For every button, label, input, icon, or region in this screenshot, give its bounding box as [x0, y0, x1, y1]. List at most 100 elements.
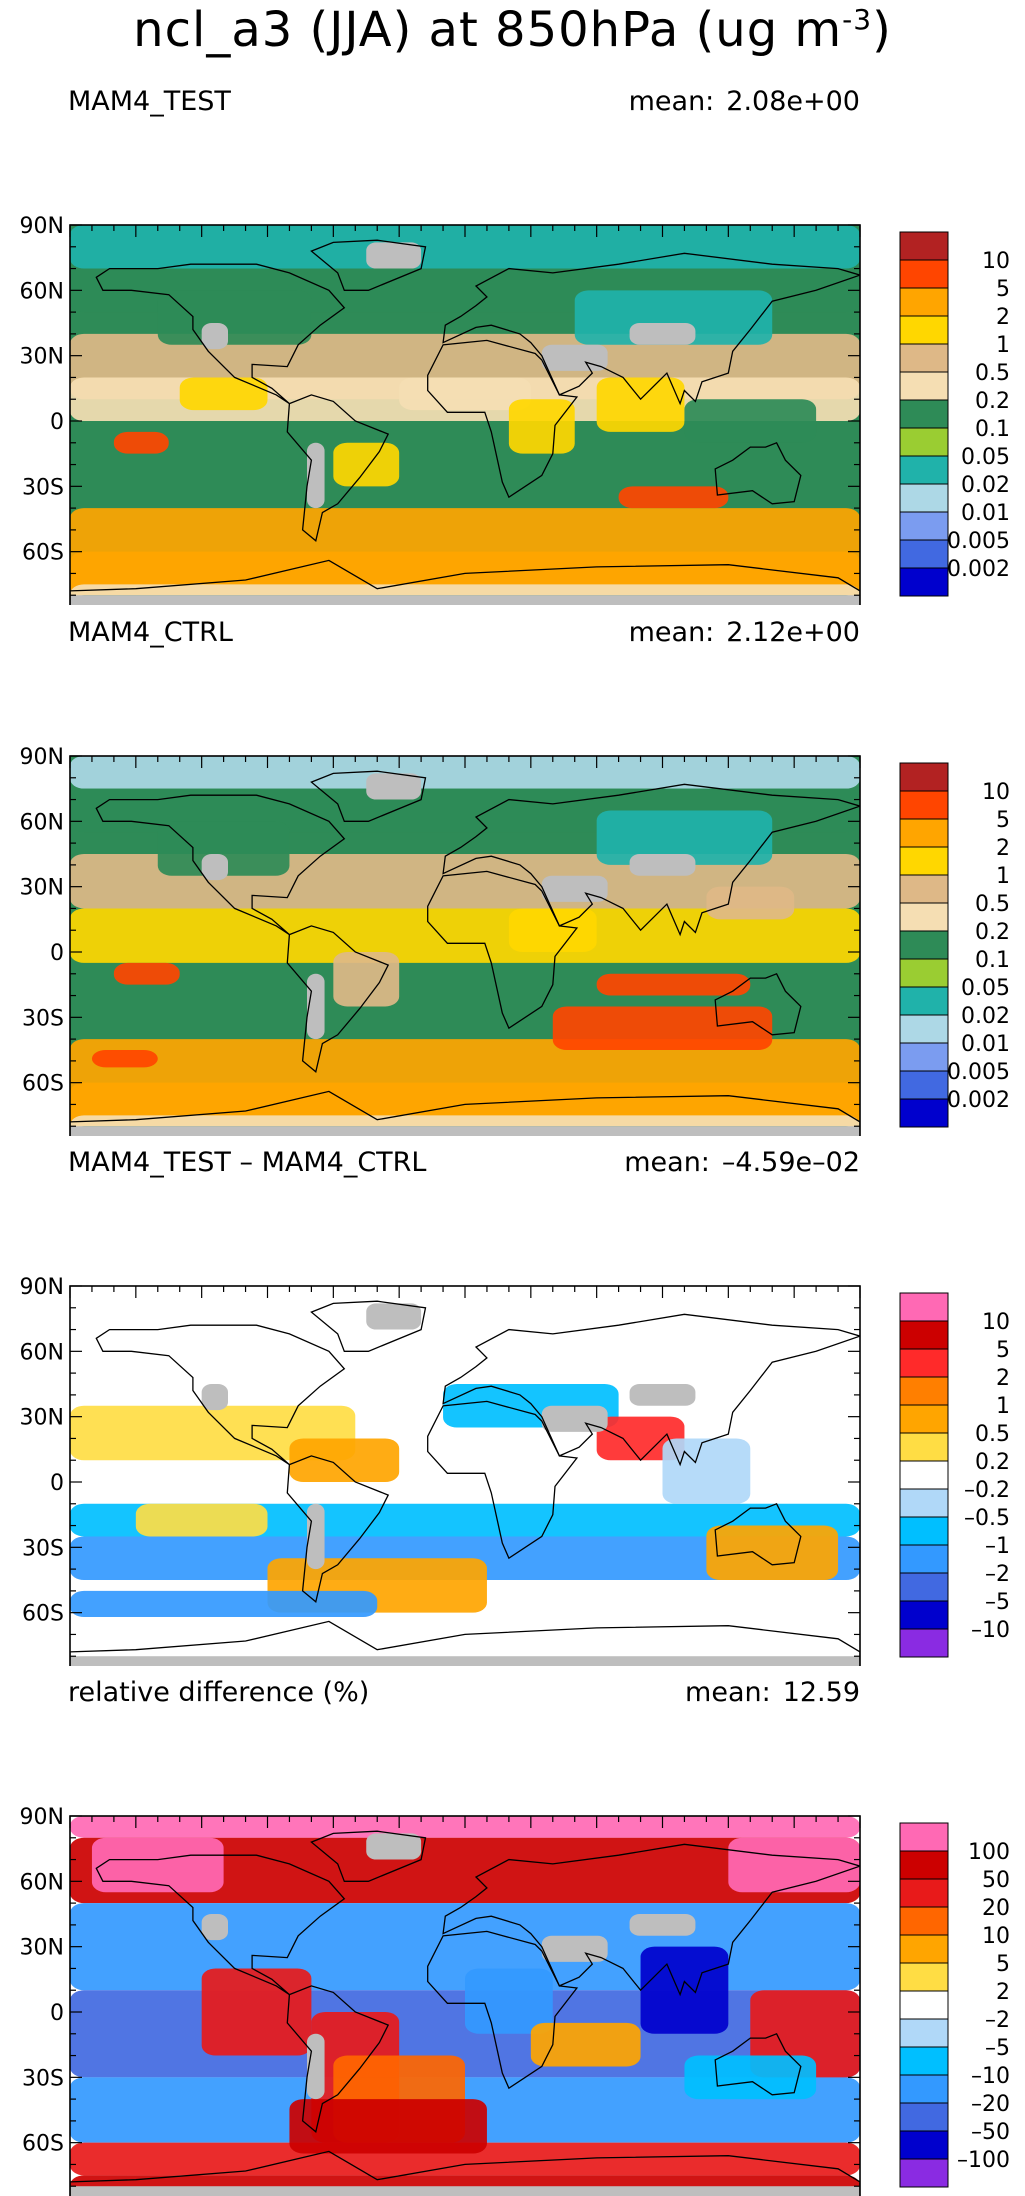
map-field	[70, 1286, 860, 1666]
contour-region	[201, 1968, 312, 2056]
colorbar-level-label: 2	[996, 305, 1010, 330]
mean-value: 2.08e+00	[726, 86, 860, 117]
colorbar-level-label: 2	[996, 1980, 1010, 2005]
colorbar-swatch	[899, 399, 949, 429]
colorbar-swatch	[899, 2130, 949, 2160]
colorbar-level-label: 0.5	[975, 361, 1010, 386]
contour-region	[706, 886, 795, 920]
colorbar-swatch	[899, 1600, 949, 1630]
colorbar-level-label: 5	[996, 1952, 1010, 1977]
colorbar-swatch	[899, 1320, 949, 1350]
colorbar-level-label: 5	[996, 1338, 1010, 1363]
colorbar-swatch	[899, 343, 949, 373]
missing-data-region	[541, 1935, 608, 1962]
missing-data-region	[629, 1914, 696, 1936]
contour-region	[508, 908, 597, 952]
panel-title: MAM4_CTRL	[68, 617, 233, 648]
colorbar-level-label: 0.5	[975, 892, 1010, 917]
colorbar-swatch	[899, 1544, 949, 1574]
colorbar-level-label: 5	[996, 277, 1010, 302]
map-panel-test: MAM4_TESTmean:2.08e+00180150W120W90W60W3…	[0, 85, 1025, 605]
coastline-australia	[714, 441, 802, 505]
panel-mean: mean: 12.59	[685, 1676, 860, 1710]
y-tick-label: 60N	[20, 810, 64, 835]
colorbar-swatch	[899, 1822, 949, 1852]
contour-region	[91, 1050, 158, 1068]
contour-region	[508, 399, 575, 454]
map-field	[70, 225, 860, 605]
panel-title: relative difference (%)	[68, 1677, 370, 1708]
colorbar-level-label: 0.1	[975, 948, 1010, 973]
map-panel-rel: relative difference (%)mean:12.59180150W…	[0, 1676, 1025, 2196]
contour-region	[70, 1903, 860, 1991]
colorbar-swatch	[899, 511, 949, 541]
y-tick-label: 60N	[20, 279, 64, 304]
map-panel-ctrl: MAM4_CTRLmean:2.12e+00180150W120W90W60W3…	[0, 616, 1025, 1136]
figure-title: ncl_a3 (JJA) at 850hPa (ug m-3)	[133, 2, 892, 58]
colorbar-level-label: 2	[996, 836, 1010, 861]
colorbar-swatch	[899, 427, 949, 457]
colorbar-swatch	[899, 1292, 949, 1322]
coastline-africa	[427, 339, 579, 499]
contour-region	[91, 1837, 224, 1893]
y-tick-label: 60S	[22, 2132, 64, 2157]
contour-region	[552, 1006, 773, 1050]
coastline-africa	[427, 1930, 579, 2090]
colorbar-swatch	[899, 1850, 949, 1880]
missing-data-region	[629, 854, 696, 876]
colorbar-level-label: 100	[968, 1840, 1010, 1865]
colorbar-swatch	[899, 455, 949, 485]
y-tick-label: 0	[50, 1471, 64, 1496]
y-tick-label: 90N	[20, 214, 64, 239]
colorbar-level-label: 0.02	[961, 1004, 1010, 1029]
contour-region	[157, 821, 290, 876]
colorbar-level-label: –0.2	[964, 1478, 1010, 1503]
colorbar-level-label: –5	[985, 2036, 1010, 2061]
colorbar-swatch	[899, 1348, 949, 1378]
colorbar-swatch	[899, 762, 949, 792]
coastline-south-america	[286, 394, 390, 542]
missing-data-region	[366, 1303, 422, 1330]
colorbar: 10 5 2 1 0.5 0.2 –0.2 –0.5 –1 –2 –5 –10	[899, 1292, 1010, 1658]
colorbar-level-label: 0.002	[947, 557, 1010, 582]
coastline-australia	[714, 2032, 802, 2096]
colorbar-swatch	[899, 1432, 949, 1462]
contour-region	[179, 377, 268, 411]
contour-region	[728, 1837, 860, 1893]
y-tick-label: 0	[50, 2001, 64, 2026]
coastline-africa	[427, 870, 579, 1030]
colorbar-swatch	[899, 1070, 949, 1100]
panel-title: MAM4_TEST	[68, 86, 231, 117]
coastline-antarctica	[70, 559, 860, 605]
coastline-greenland	[310, 770, 427, 822]
colorbar-level-label: –5	[985, 1590, 1010, 1615]
colorbar-swatch	[899, 371, 949, 401]
contour-region	[618, 486, 729, 509]
colorbar-level-label: 20	[982, 1896, 1010, 1921]
coastline-north-america	[95, 1854, 346, 1996]
colorbar-level-label: 0.01	[961, 1032, 1010, 1057]
panel-mean: mean: 2.12e+00	[629, 616, 860, 650]
colorbar-level-label: 10	[982, 249, 1010, 274]
panel-mean: mean: 2.08e+00	[629, 85, 860, 119]
missing-data-region	[541, 1405, 608, 1432]
coastline-eurasia	[442, 1843, 860, 1997]
colorbar-swatch	[899, 1572, 949, 1602]
contour-region	[574, 290, 773, 345]
antarctic-missing-region	[70, 1126, 860, 1136]
colorbar: 10 5 2 1 0.5 0.2 0.1 0.05 0.02 0.01 0.005 0.002	[899, 231, 1010, 597]
colorbar-level-label: 50	[982, 1868, 1010, 1893]
coastline-antarctica	[70, 1620, 860, 1666]
colorbar-swatch	[899, 1628, 949, 1658]
missing-data-region	[629, 323, 696, 345]
coastline-greenland	[310, 1300, 427, 1352]
contour-region	[640, 1946, 729, 2034]
contour-region	[289, 1438, 400, 1482]
colorbar-swatch	[899, 287, 949, 317]
coastline-africa	[427, 1400, 579, 1560]
missing-data-region	[629, 1384, 696, 1406]
contour-region	[465, 1968, 553, 2034]
coastline-antarctica	[70, 2150, 860, 2196]
coastline-eurasia	[442, 783, 860, 937]
coastline-antarctica	[70, 1090, 860, 1136]
